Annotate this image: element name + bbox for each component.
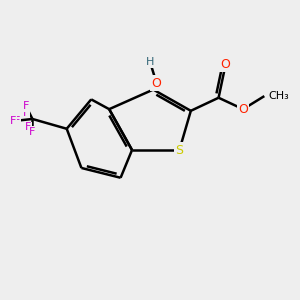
Text: F: F [10, 116, 16, 126]
Text: F: F [23, 108, 29, 118]
Text: H: H [146, 57, 154, 67]
Text: O: O [220, 58, 230, 71]
Text: F: F [29, 127, 36, 137]
Text: O: O [238, 103, 248, 116]
Text: F: F [23, 101, 29, 111]
Text: CH₃: CH₃ [268, 91, 289, 101]
Text: F: F [25, 122, 32, 133]
Text: F: F [14, 116, 21, 126]
Text: O: O [152, 76, 161, 89]
Text: S: S [176, 143, 183, 157]
